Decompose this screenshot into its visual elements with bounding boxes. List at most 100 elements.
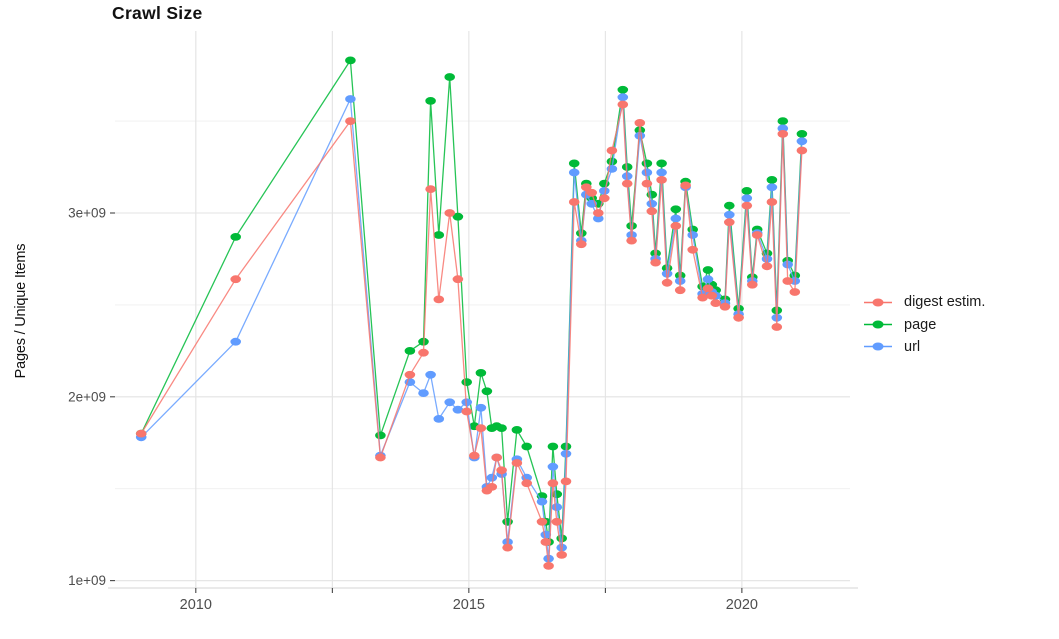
point-page [741,187,753,195]
point-digest-estim- [543,562,554,570]
point-digest-estim- [556,551,567,559]
point-page [547,442,559,451]
point-digest-estim- [661,278,673,287]
point-digest-estim- [761,262,773,271]
point-page [617,85,629,94]
point-url [433,415,445,423]
point-digest-estim- [581,183,592,192]
point-digest-estim- [418,348,429,357]
point-page [425,97,436,105]
point-digest-estim- [502,543,513,552]
point-url [230,337,241,346]
point-url [444,398,456,407]
point-digest-estim- [521,479,532,488]
point-digest-estim- [469,451,480,460]
legend-key-digest-icon [864,298,892,307]
point-page [521,442,532,451]
point-page [777,117,789,125]
point-url [641,168,653,177]
point-url [536,497,548,506]
point-url [540,530,552,539]
point-page [606,157,618,166]
point-digest-estim- [433,295,445,304]
point-url [670,214,682,223]
y-tick-label: 2e+09 [68,389,106,404]
y-tick-label: 3e+09 [68,205,106,220]
point-digest-estim- [560,477,572,486]
point-page [656,159,667,168]
point-digest-estim- [789,288,801,296]
point-digest-estim- [599,194,610,203]
legend-label-page: page [904,316,937,333]
point-digest-estim- [771,323,783,331]
point-page [433,231,445,239]
legend-label-url: url [904,338,921,355]
point-digest-estim- [670,222,682,230]
point-digest-estim- [586,188,597,197]
point-page [345,56,356,65]
point-page [404,347,416,355]
point-digest-estim- [796,146,808,155]
point-digest-estim- [230,275,241,284]
point-digest-estim- [486,483,498,491]
legend-item-page: page [862,313,985,335]
point-url [547,462,559,471]
point-digest-estim- [710,299,721,307]
point-url [521,473,532,482]
series-line-url [140,96,803,560]
point-digest-estim- [702,284,714,293]
point-digest-estim- [751,231,763,239]
point-digest-estim- [576,240,587,249]
point-digest-estim- [621,179,633,188]
point-page [452,212,464,221]
point-page [461,378,473,386]
point-url [724,210,735,219]
point-digest-estim- [511,459,523,467]
point-digest-estim- [724,218,735,227]
point-url [475,403,487,412]
point-digest-estim- [475,424,487,432]
point-page [766,176,778,184]
point-digest-estim- [593,209,604,217]
point-url [646,199,658,208]
point-page [475,369,487,377]
series-line-digest-estim- [140,103,803,567]
point-digest-estim- [741,201,753,210]
point-page [230,233,241,241]
point-digest-estim- [135,429,147,438]
point-digest-estim- [452,275,464,284]
point-page [444,73,456,81]
point-digest-estim- [782,277,793,285]
point-url [702,275,714,284]
legend-item-url: url [862,336,985,358]
point-url [656,168,667,177]
point-url [634,131,646,140]
point-digest-estim- [656,176,667,184]
point-digest-estim- [496,466,507,475]
point-page [568,159,580,168]
point-digest-estim- [733,313,744,322]
point-digest-estim- [680,181,691,190]
point-digest-estim- [626,236,637,245]
point-url [687,231,698,239]
legend-key-page-icon [864,320,892,329]
point-url [452,405,464,414]
point-digest-estim- [491,453,503,462]
point-digest-estim- [706,291,718,300]
point-digest-estim- [425,185,436,194]
x-tick-label: 2010 [180,597,212,613]
legend-label-digest: digest estim. [904,294,986,311]
point-digest-estim- [536,517,548,526]
point-digest-estim- [617,100,629,109]
point-digest-estim- [719,302,731,311]
point-page [496,424,507,432]
point-digest-estim- [444,209,456,217]
point-digest-estim- [674,286,686,295]
point-digest-estim- [634,119,646,127]
point-url [741,194,753,203]
point-digest-estim- [375,453,386,462]
y-tick-label: 1e+09 [68,573,106,588]
point-digest-estim- [540,538,552,546]
